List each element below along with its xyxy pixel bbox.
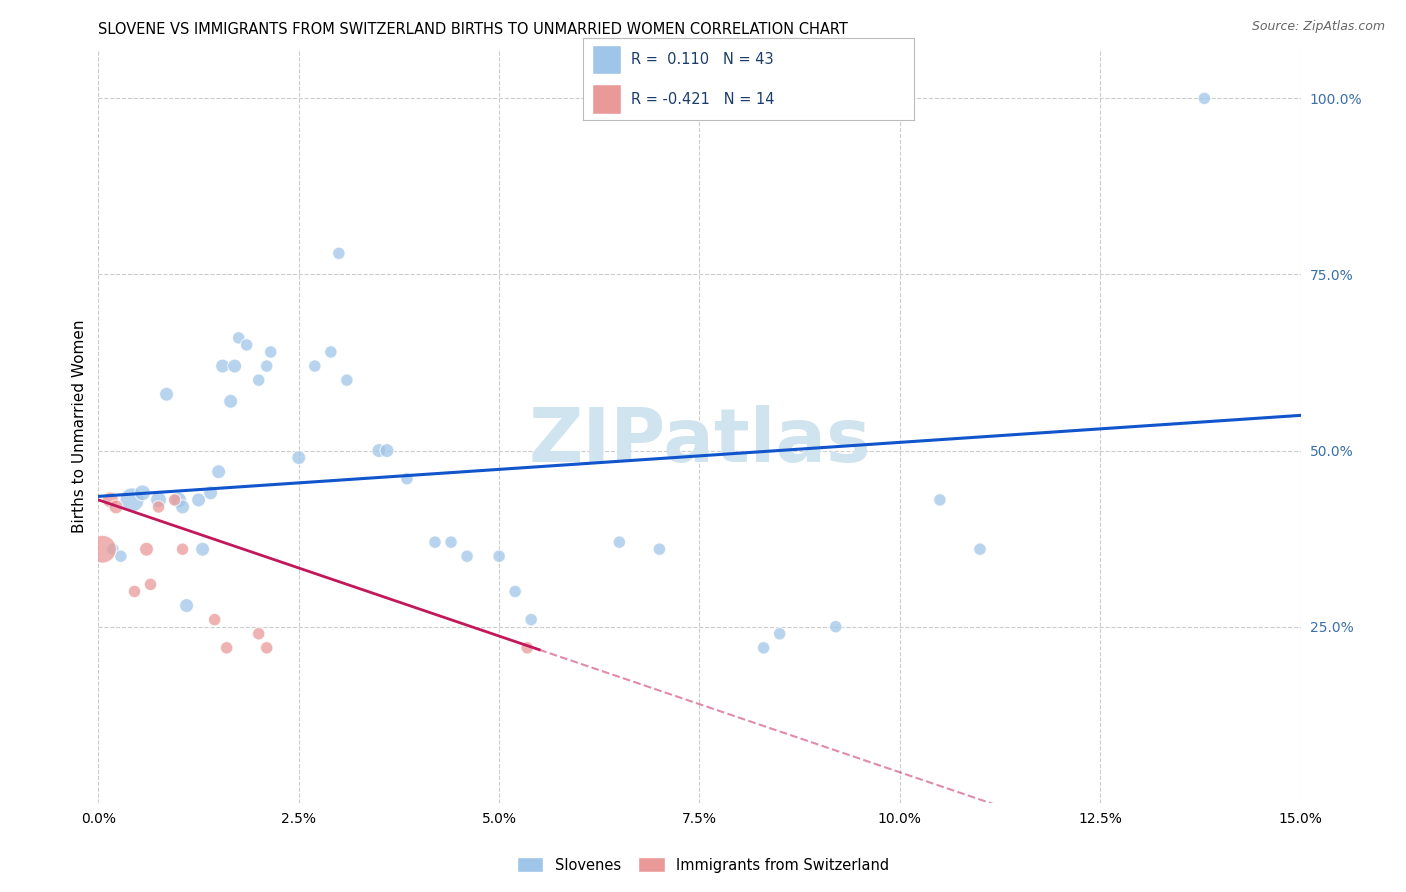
Point [91, 542, 114, 557]
Point [224, 359, 246, 373]
Point [148, 500, 170, 514]
Point [395, 472, 418, 486]
Point [211, 359, 233, 373]
Point [256, 359, 278, 373]
Point [319, 345, 342, 359]
Point [503, 584, 526, 599]
Point [516, 640, 538, 655]
Point [121, 492, 143, 507]
Point [208, 465, 231, 479]
Point [368, 443, 391, 458]
Point [304, 359, 326, 373]
Point [456, 549, 478, 564]
Legend: Slovenes, Immigrants from Switzerland: Slovenes, Immigrants from Switzerland [510, 851, 896, 879]
Text: Source: ZipAtlas.com: Source: ZipAtlas.com [1251, 20, 1385, 33]
Point [176, 599, 198, 613]
Y-axis label: Births to Unmarried Women: Births to Unmarried Women [72, 319, 87, 533]
Text: SLOVENE VS IMMIGRANTS FROM SWITZERLAND BIRTHS TO UNMARRIED WOMEN CORRELATION CHA: SLOVENE VS IMMIGRANTS FROM SWITZERLAND B… [98, 22, 848, 37]
Point [172, 500, 194, 514]
Point [328, 246, 350, 260]
Point [101, 542, 124, 557]
Point [235, 338, 257, 352]
Point [131, 486, 153, 500]
Point [336, 373, 359, 387]
Point [172, 542, 194, 557]
Point [824, 620, 846, 634]
Point [105, 500, 128, 514]
FancyBboxPatch shape [592, 85, 621, 114]
Point [648, 542, 671, 557]
Point [219, 394, 242, 409]
Point [124, 584, 146, 599]
Point [191, 542, 214, 557]
Point [155, 387, 177, 401]
Point [752, 640, 775, 655]
Point [440, 535, 463, 549]
Point [247, 626, 270, 640]
Text: R =  0.110   N = 43: R = 0.110 N = 43 [631, 53, 775, 67]
Point [256, 640, 278, 655]
Point [135, 542, 157, 557]
Point [488, 549, 510, 564]
Point [1194, 91, 1216, 105]
Point [148, 492, 170, 507]
Point [187, 492, 209, 507]
Point [215, 640, 238, 655]
Point [204, 613, 226, 627]
Point [375, 443, 398, 458]
Point [260, 345, 283, 359]
FancyBboxPatch shape [592, 45, 621, 74]
Point [228, 331, 250, 345]
Point [423, 535, 446, 549]
Point [288, 450, 311, 465]
Point [163, 492, 186, 507]
Point [110, 549, 132, 564]
Point [247, 373, 270, 387]
Point [200, 486, 222, 500]
Text: R = -0.421   N = 14: R = -0.421 N = 14 [631, 92, 775, 106]
Point [769, 626, 792, 640]
Point [167, 492, 190, 507]
Point [929, 492, 952, 507]
Point [520, 613, 543, 627]
Point [609, 535, 631, 549]
Text: ZIPatlas: ZIPatlas [529, 404, 870, 477]
Point [969, 542, 991, 557]
Point [139, 577, 162, 591]
Point [100, 492, 122, 507]
